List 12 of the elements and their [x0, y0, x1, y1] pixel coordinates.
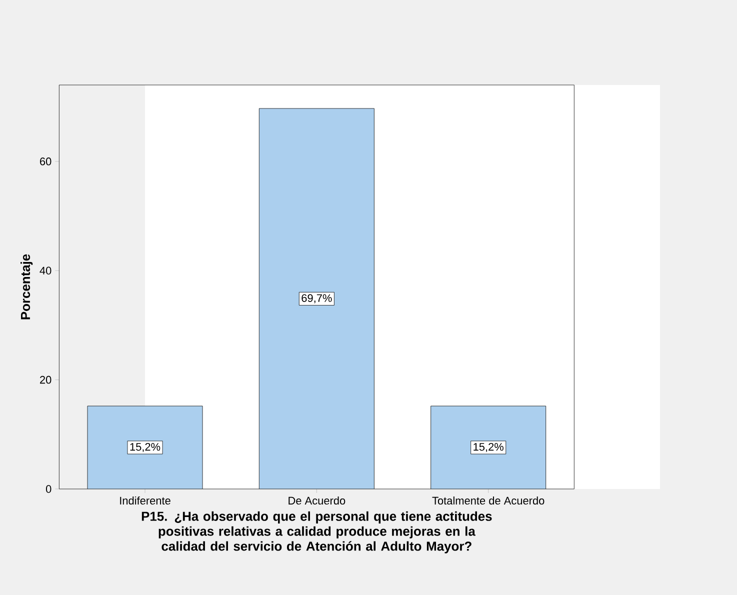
y-tick-label: 40: [40, 266, 52, 274]
data-label: 69,7%: [302, 294, 332, 304]
x-axis-title: P15. ¿Ha observado que el personal que tiene actitudes positivas relativas a calidad produce mejoras en la calidad del servicio de Atención al Adulto Mayor?: [142, 511, 492, 554]
y-tick-label: 20: [40, 376, 52, 384]
x-tick-label: De Acuerdo: [288, 496, 346, 505]
y-axis-title: Porcentaje: [20, 254, 33, 320]
x-tick-label: Indiferente: [120, 496, 170, 505]
data-label: 15,2%: [130, 442, 160, 452]
y-tick-label: 0: [46, 485, 52, 493]
x-tick-label: Totalmente de Acuerdo: [432, 496, 544, 505]
y-tick-label: 60: [40, 158, 52, 166]
data-label: 15,2%: [474, 442, 504, 452]
